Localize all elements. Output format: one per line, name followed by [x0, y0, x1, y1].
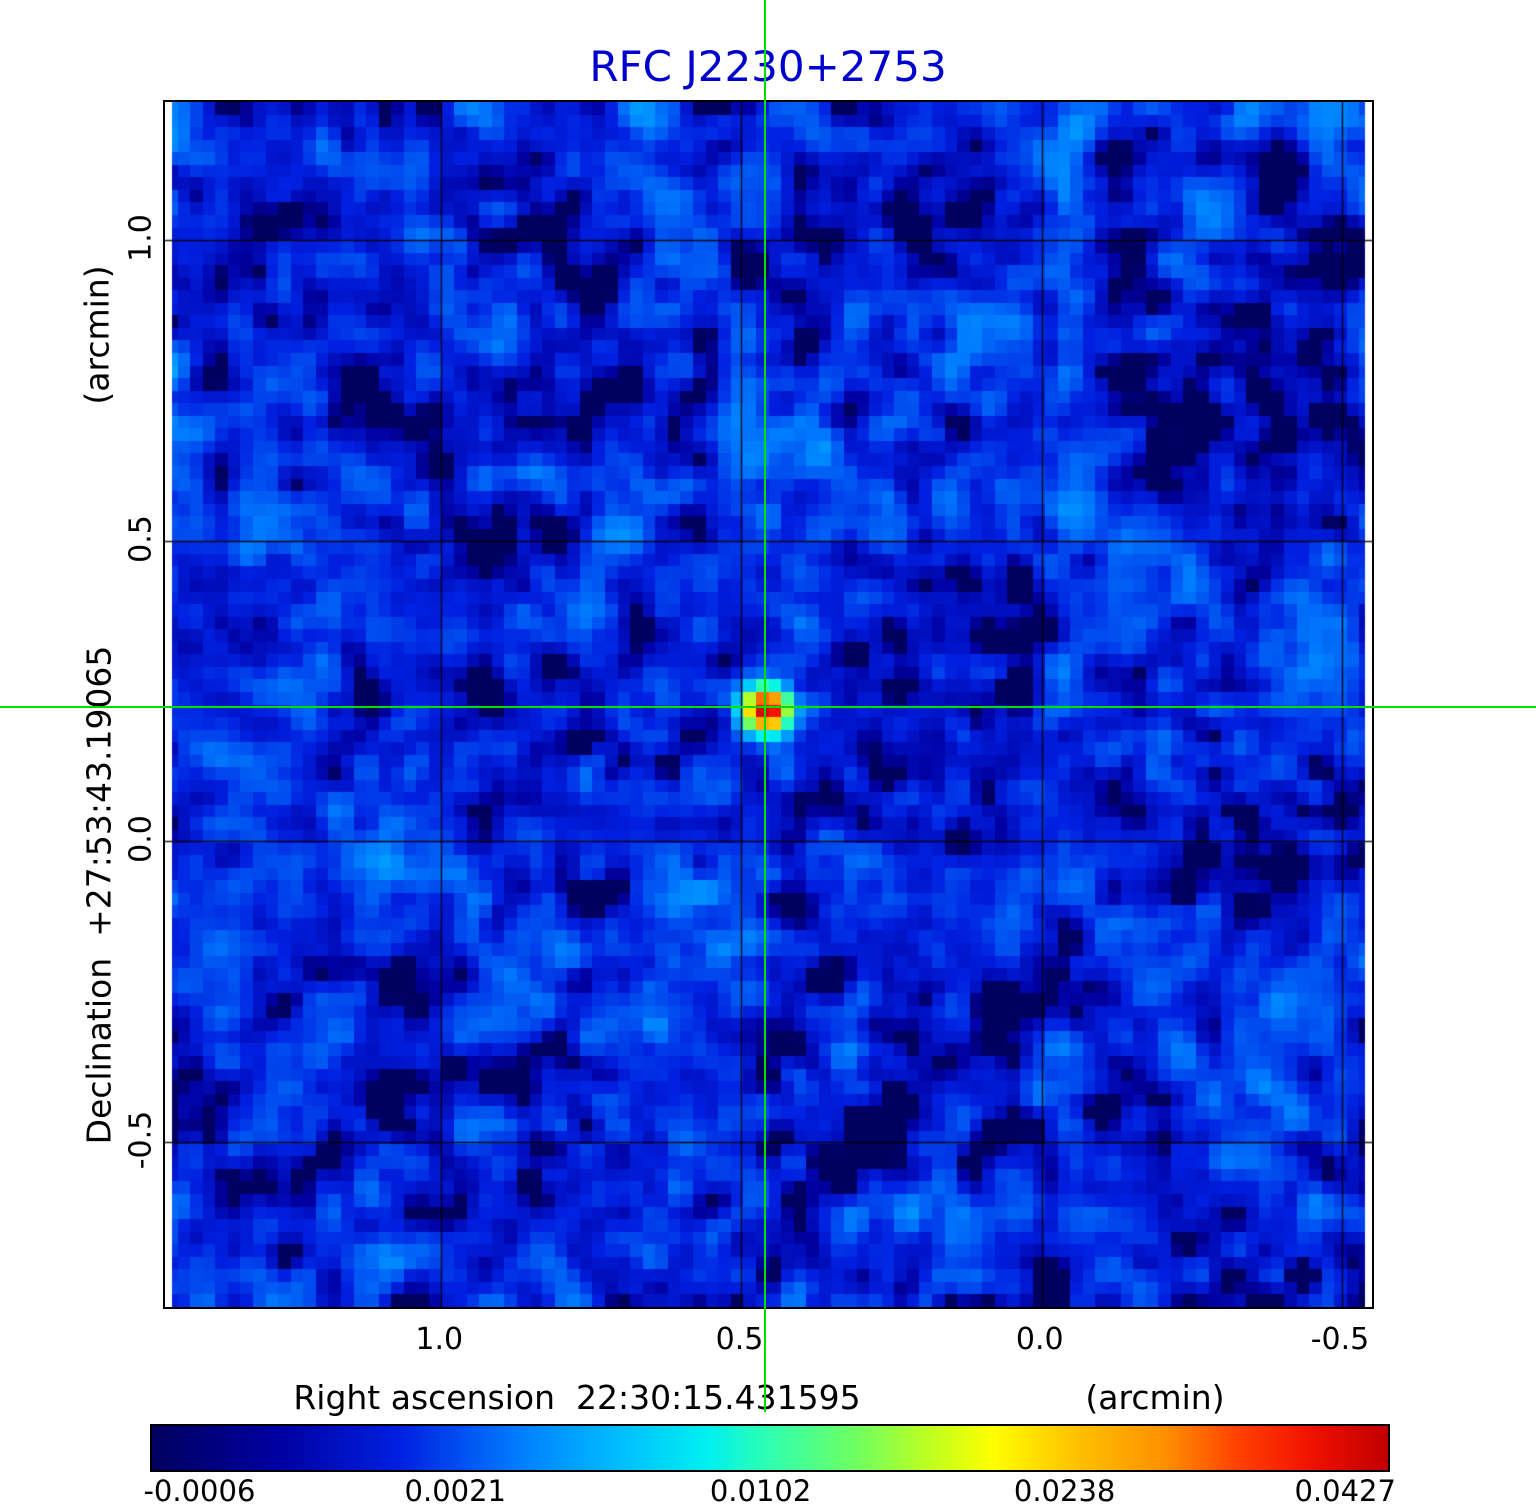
colorbar-tick-label: 0.0021 — [404, 1474, 507, 1508]
x-tick-label: 1.0 — [415, 1322, 464, 1357]
y-tick-label: 0.0 — [123, 815, 159, 864]
colorbar-tick-label: 0.0102 — [709, 1474, 812, 1508]
colorbar-tick-label: 0.0238 — [1013, 1474, 1116, 1508]
colorbar-tick-label: -0.0006 — [143, 1474, 256, 1508]
y-tick-label: 1.0 — [123, 214, 159, 263]
sky-map-canvas — [165, 102, 1372, 1307]
x-axis-unit-label: (arcmin) — [1085, 1378, 1225, 1417]
y-tick-label: -0.5 — [123, 1110, 159, 1169]
x-axis-title: Right ascension 22:30:15.431595 — [293, 1378, 861, 1417]
figure-title: RFC J2230+2753 — [589, 42, 947, 91]
y-tick-label: 0.5 — [123, 514, 159, 563]
sky-map-plot — [163, 100, 1374, 1309]
x-tick-label: 0.0 — [1015, 1322, 1064, 1357]
y-axis-title: Declination +27:53:43.19065 — [79, 645, 119, 1145]
x-tick-label: -0.5 — [1310, 1322, 1370, 1357]
colorbar-tick-label: 0.0427 — [1294, 1474, 1396, 1508]
x-tick-label: 0.5 — [715, 1322, 764, 1357]
colorbar-gradient — [150, 1424, 1390, 1472]
y-axis-unit-label: (arcmin) — [77, 265, 117, 405]
